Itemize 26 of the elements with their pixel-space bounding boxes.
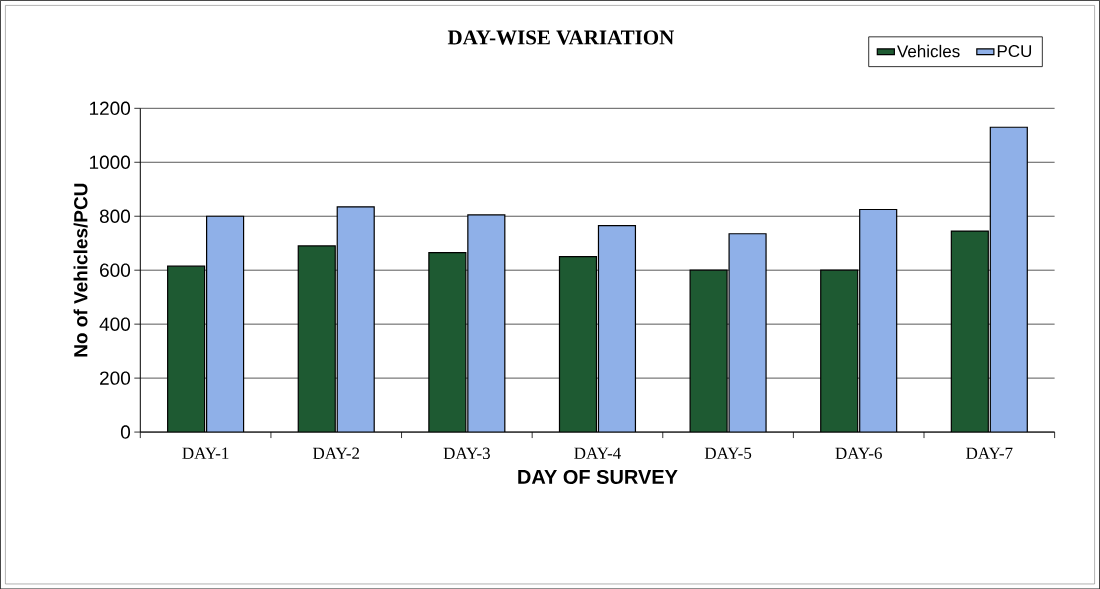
x-tick-label: DAY-2	[312, 447, 360, 459]
y-tick-label: 0	[120, 425, 131, 439]
y-tick-label: 200	[100, 371, 131, 385]
bar	[950, 230, 989, 432]
y-tick-label: 600	[100, 263, 131, 277]
y-tick-label: 1000	[89, 155, 131, 169]
legend-label: PCU	[997, 44, 1032, 57]
y-tick-label: 400	[99, 317, 131, 331]
y-tick-label: 1200	[89, 101, 131, 115]
x-tick-label: DAY-1	[182, 447, 229, 459]
bar	[820, 270, 858, 432]
x-tick-label: DAY-5	[704, 447, 752, 459]
x-tick-label: DAY-4	[574, 447, 621, 459]
x-tick-label: DAY-3	[443, 447, 490, 459]
chart-title: DAY-WISE VARIATION	[447, 30, 675, 45]
x-tick-label: DAY-7	[966, 447, 1013, 459]
x-tick-label: DAY-6	[835, 447, 882, 459]
legend-label: Vehicles	[897, 44, 960, 58]
bar	[428, 252, 466, 432]
bar	[167, 265, 205, 432]
y-tick-label: 800	[99, 209, 131, 223]
bar	[559, 256, 597, 432]
bar	[690, 270, 728, 432]
bar	[298, 245, 336, 432]
x-axis-title: DAY OF SURVEY	[518, 469, 678, 484]
y-axis-title: No of Vehicles/PCU	[73, 183, 88, 357]
